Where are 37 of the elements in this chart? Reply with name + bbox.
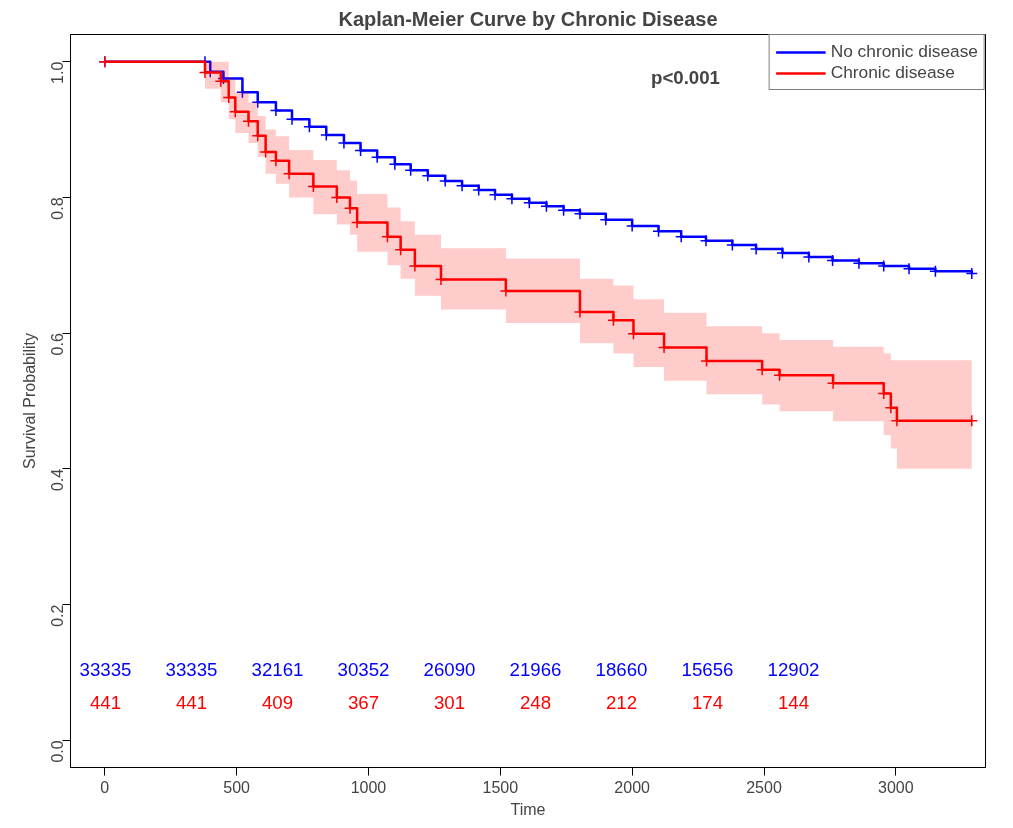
- annotation: 33335: [79, 659, 132, 680]
- x-axis-title: Time: [510, 800, 546, 818]
- annotation: 441: [175, 692, 208, 713]
- y-tick-label: 0.4: [49, 468, 67, 492]
- annotation: p<0.001: [651, 67, 720, 88]
- annotation: 33335: [165, 659, 218, 680]
- annotation: 367: [347, 692, 380, 713]
- chart-title: Kaplan-Meier Curve by Chronic Disease: [338, 7, 718, 30]
- annotation: 248: [519, 692, 552, 713]
- y-tick-label: 1.0: [49, 61, 67, 84]
- y-tick-label: 0.6: [49, 333, 67, 356]
- x-tick-label: 2500: [746, 778, 782, 796]
- x-tick-label: 2000: [614, 778, 651, 796]
- y-axis-title: Survival Probability: [20, 332, 38, 470]
- annotation: 212: [605, 692, 638, 713]
- annotation: 441: [89, 692, 122, 713]
- x-tick-label: 1000: [350, 778, 387, 796]
- annotation: 32161: [251, 659, 304, 680]
- y-tick-label: 0.0: [49, 740, 67, 763]
- x-tick-label: 500: [223, 778, 251, 796]
- y-tick-label: 0.2: [49, 604, 67, 627]
- x-tick-label: 3000: [878, 778, 914, 796]
- legend-label: No chronic disease: [830, 41, 978, 62]
- annotation: 30352: [337, 659, 390, 680]
- annotation: 12902: [767, 659, 820, 680]
- legend-label: Chronic disease: [830, 62, 955, 83]
- annotation: 21966: [509, 659, 562, 680]
- annotation: 144: [777, 692, 810, 713]
- annotation: 18660: [595, 659, 648, 680]
- x-tick-label: 1500: [482, 778, 519, 796]
- annotation: 301: [433, 692, 466, 713]
- annotation: 26090: [423, 659, 476, 680]
- y-tick-label: 0.8: [49, 197, 67, 220]
- annotation: 174: [691, 692, 724, 713]
- annotation: 15656: [681, 659, 734, 680]
- annotation: 409: [261, 692, 294, 713]
- x-tick-label: 0: [100, 778, 110, 796]
